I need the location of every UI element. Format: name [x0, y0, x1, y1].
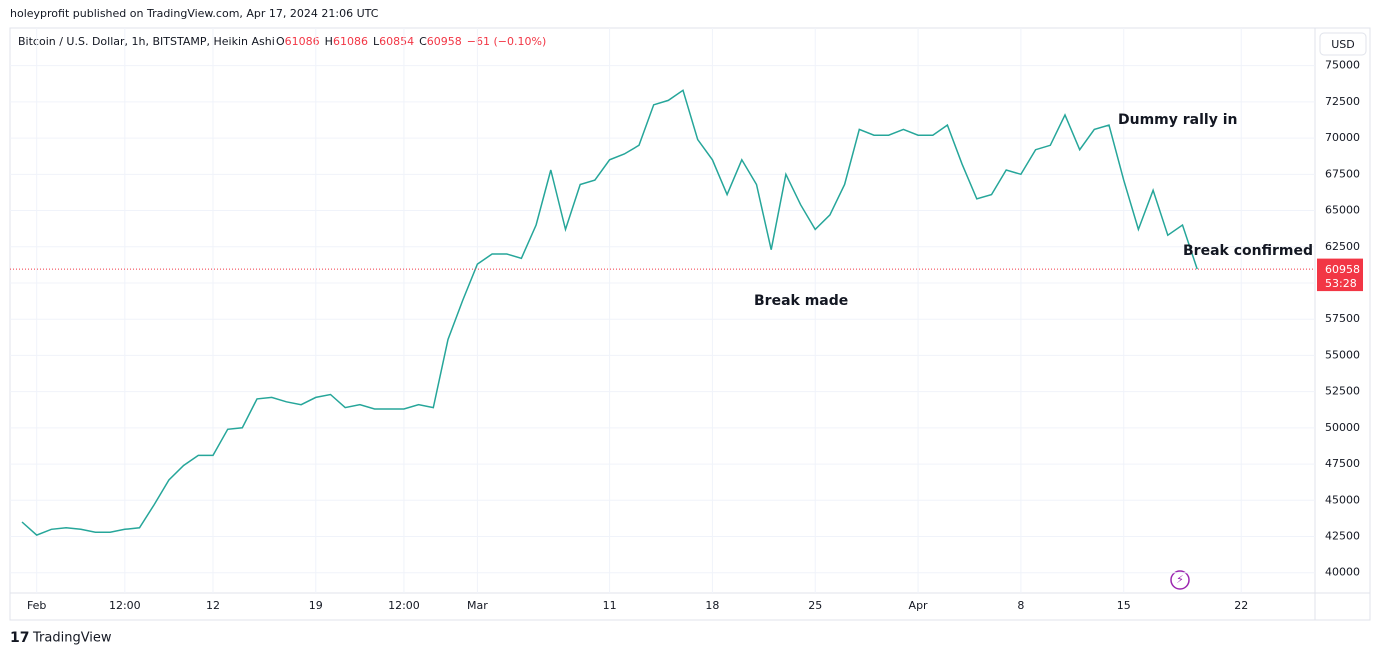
y-tick-label: 55000: [1325, 348, 1360, 361]
x-tick-label: 18: [705, 599, 719, 612]
footer-brand: TradingView: [32, 631, 112, 646]
ohlc-value: 60958: [427, 35, 462, 48]
alert-icon[interactable]: [1170, 570, 1190, 590]
ohlc-key: L: [373, 35, 380, 48]
x-tick-label: Apr: [909, 599, 929, 612]
annotation: Break made: [754, 293, 848, 309]
x-tick-label: Feb: [27, 599, 46, 612]
alert-icon-glyph[interactable]: ⚡: [1176, 573, 1184, 586]
publish-header: holeyprofit published on TradingView.com…: [10, 7, 379, 20]
y-tick-label: 65000: [1325, 204, 1360, 217]
y-tick-label: 52500: [1325, 385, 1360, 398]
x-tick-label: 8: [1017, 599, 1024, 612]
currency-button[interactable]: [1319, 32, 1367, 56]
ohlc-key: O: [276, 35, 285, 48]
annotation: Dummy rally in: [1118, 112, 1237, 128]
annotation: Break confirmed: [1183, 243, 1313, 259]
x-tick-label: 25: [808, 599, 822, 612]
y-tick-label: 47500: [1325, 457, 1360, 470]
ohlc-value: 60854: [379, 35, 414, 48]
x-tick-label: 12: [206, 599, 220, 612]
frame: [9, 27, 1371, 621]
countdown: 53:28: [1325, 277, 1357, 290]
current-price-label: 60958: [1325, 263, 1360, 276]
ohlc-value: 61086: [285, 35, 320, 48]
y-tick-label: 70000: [1325, 131, 1360, 144]
change: −61 (−0.10%): [467, 35, 546, 48]
ohlc-legend: O61086 H61086 L60854 C60958 −61 (−0.10%): [276, 35, 546, 48]
y-tick-label: 42500: [1325, 530, 1360, 543]
y-tick-label: 67500: [1325, 167, 1360, 180]
y-tick-label: 45000: [1325, 493, 1360, 506]
y-tick-label: 57500: [1325, 312, 1360, 325]
x-tick-label: 22: [1234, 599, 1248, 612]
x-tick-label: 19: [309, 599, 323, 612]
current-price-box: [1317, 261, 1363, 292]
logo: 17: [10, 630, 29, 646]
x-tick-label: 11: [603, 599, 617, 612]
price-line: [21, 89, 1198, 536]
x-tick-label: 12:00: [388, 599, 420, 612]
ohlc-value: 61086: [333, 35, 368, 48]
symbol-title: Bitcoin / U.S. Dollar, 1h, BITSTAMP, Hei…: [18, 35, 275, 48]
ohlc-key: C: [419, 35, 427, 48]
x-tick-label: 15: [1117, 599, 1131, 612]
x-tick-label: 12:00: [109, 599, 141, 612]
currency[interactable]: USD: [1331, 38, 1355, 51]
y-tick-label: 75000: [1325, 59, 1360, 72]
ohlc-key: H: [325, 35, 333, 48]
y-tick-label: 50000: [1325, 421, 1360, 434]
y-tick-label: 62500: [1325, 240, 1360, 253]
y-tick-label: 40000: [1325, 566, 1360, 579]
x-tick-label: Mar: [467, 599, 488, 612]
y-tick-label: 72500: [1325, 95, 1360, 108]
